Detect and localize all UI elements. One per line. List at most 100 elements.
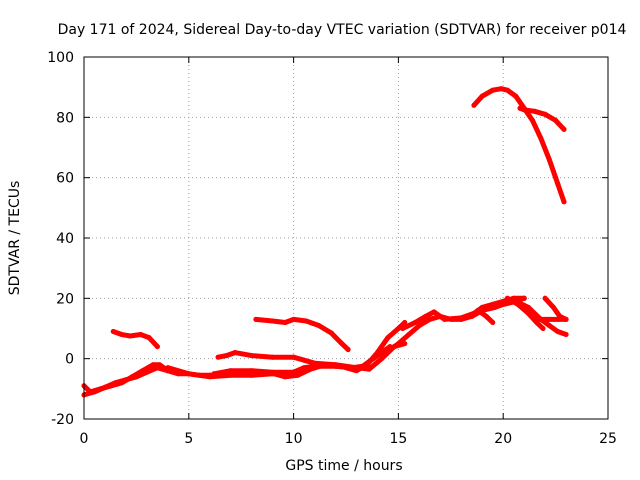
data-point <box>154 344 160 350</box>
data-point <box>431 309 437 315</box>
data-point <box>483 313 489 319</box>
data-point <box>521 107 527 113</box>
data-point <box>224 353 229 359</box>
data-point <box>500 298 506 304</box>
data-point <box>307 366 313 372</box>
data-point <box>471 102 477 108</box>
chart-title: Day 171 of 2024, Sidereal Day-to-day VTE… <box>58 22 627 38</box>
data-point <box>228 372 234 378</box>
data-point <box>542 295 548 301</box>
series-arc-7 <box>253 316 351 353</box>
x-tick-label: 0 <box>80 431 89 447</box>
data-point <box>406 332 412 337</box>
data-point <box>561 199 567 205</box>
x-tick-label: 15 <box>389 431 407 447</box>
data-point <box>144 369 150 375</box>
data-point <box>475 307 481 313</box>
y-tick-label: -20 <box>51 412 74 428</box>
data-point <box>270 318 276 324</box>
data-point <box>186 371 192 377</box>
data-point <box>102 384 108 390</box>
data-point <box>504 295 510 301</box>
data-point <box>538 135 544 141</box>
data-point <box>249 353 255 359</box>
data-point <box>546 316 552 322</box>
data-point <box>532 316 538 322</box>
series-arc-18 <box>471 86 567 205</box>
data-point <box>498 86 504 92</box>
data-point <box>127 333 133 339</box>
data-point <box>366 366 372 372</box>
data-point <box>395 326 401 331</box>
data-point <box>312 360 318 366</box>
data-point <box>291 316 297 322</box>
data-point <box>525 304 531 310</box>
data-point <box>412 320 418 325</box>
data-point <box>154 365 160 371</box>
data-point <box>540 326 546 331</box>
series-group <box>81 86 569 398</box>
axis-ticks: 0 5 10 15 20 25 -20 0 20 40 60 80 100 <box>47 50 617 447</box>
data-point <box>215 354 221 360</box>
data-point <box>555 329 561 334</box>
data-point <box>546 323 552 328</box>
data-point <box>427 316 433 322</box>
data-point <box>146 335 152 341</box>
data-point <box>133 374 139 380</box>
data-point <box>416 323 422 328</box>
data-point <box>119 332 125 337</box>
data-point <box>316 323 322 328</box>
data-point <box>374 350 380 356</box>
data-point <box>322 362 328 368</box>
data-point <box>490 87 496 93</box>
data-point <box>542 111 548 117</box>
data-point <box>423 313 429 319</box>
data-point <box>112 380 118 386</box>
data-point <box>504 87 510 93</box>
x-tick-label: 5 <box>184 431 193 447</box>
data-point <box>521 295 527 301</box>
data-point <box>517 105 523 111</box>
data-point <box>253 316 259 322</box>
y-axis-label: SDTVAR / TECUs <box>7 181 23 296</box>
data-point <box>295 372 301 378</box>
data-point <box>138 332 144 337</box>
data-point <box>211 371 217 377</box>
data-point <box>291 354 297 360</box>
data-point <box>490 301 496 307</box>
data-point <box>301 357 307 363</box>
data-point <box>402 320 408 325</box>
data-point <box>561 126 567 132</box>
y-tick-label: 60 <box>56 171 74 187</box>
data-point <box>92 389 97 395</box>
x-tick-label: 10 <box>285 431 303 447</box>
x-tick-label: 20 <box>494 431 512 447</box>
data-point <box>490 320 496 325</box>
data-point <box>532 108 538 114</box>
data-point <box>553 117 559 123</box>
data-point <box>354 365 359 371</box>
data-point <box>270 354 276 360</box>
data-point <box>165 365 171 371</box>
y-tick-label: 100 <box>47 50 74 66</box>
data-point <box>563 316 569 322</box>
y-tick-label: 0 <box>65 352 74 368</box>
data-point <box>383 350 389 356</box>
y-tick-label: 20 <box>56 291 74 307</box>
data-point <box>345 347 351 353</box>
data-point <box>458 315 464 321</box>
data-point <box>513 93 519 99</box>
data-point <box>249 368 255 374</box>
data-point <box>546 157 552 163</box>
x-axis-label: GPS time / hours <box>285 458 402 474</box>
data-point <box>551 304 556 310</box>
data-point <box>282 374 288 380</box>
data-point <box>479 304 485 310</box>
data-point <box>555 181 561 187</box>
data-point <box>282 320 288 325</box>
data-point <box>265 369 271 375</box>
data-point <box>339 341 345 347</box>
data-point <box>525 310 531 316</box>
data-point <box>123 377 129 383</box>
